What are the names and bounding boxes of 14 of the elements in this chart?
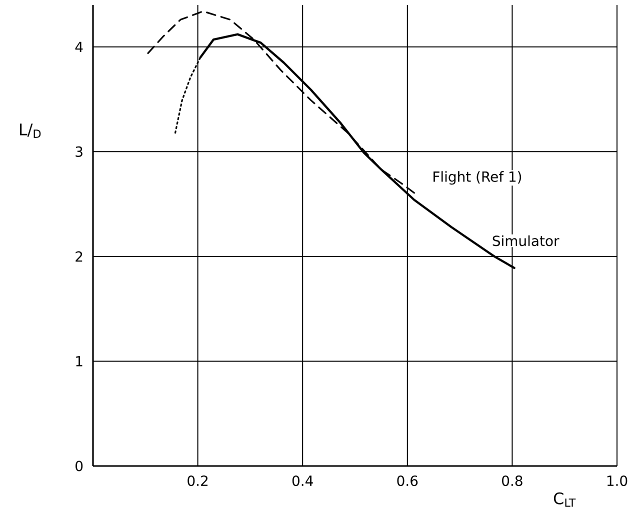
series-label: Flight (Ref 1)	[434, 171, 522, 185]
x-tick-label: 0.6	[397, 475, 418, 486]
x-tick-label: 0.4	[292, 475, 313, 486]
x-tick-label: 0.8	[502, 475, 522, 486]
y-tick-label: 4	[75, 42, 83, 52]
x-axis-title: C$_{LT}$	[554, 492, 576, 507]
y-tick-label: 1	[76, 356, 82, 366]
y-tick-label: 0	[76, 460, 83, 472]
y-axis-title: L/$_{D}$	[20, 124, 41, 138]
y-tick-label: 3	[76, 146, 82, 157]
series-label: Simulator	[492, 235, 560, 246]
x-tick-label: 1.0	[607, 475, 628, 486]
x-tick-label: 0.2	[188, 475, 208, 486]
y-tick-label: 2	[76, 251, 82, 262]
